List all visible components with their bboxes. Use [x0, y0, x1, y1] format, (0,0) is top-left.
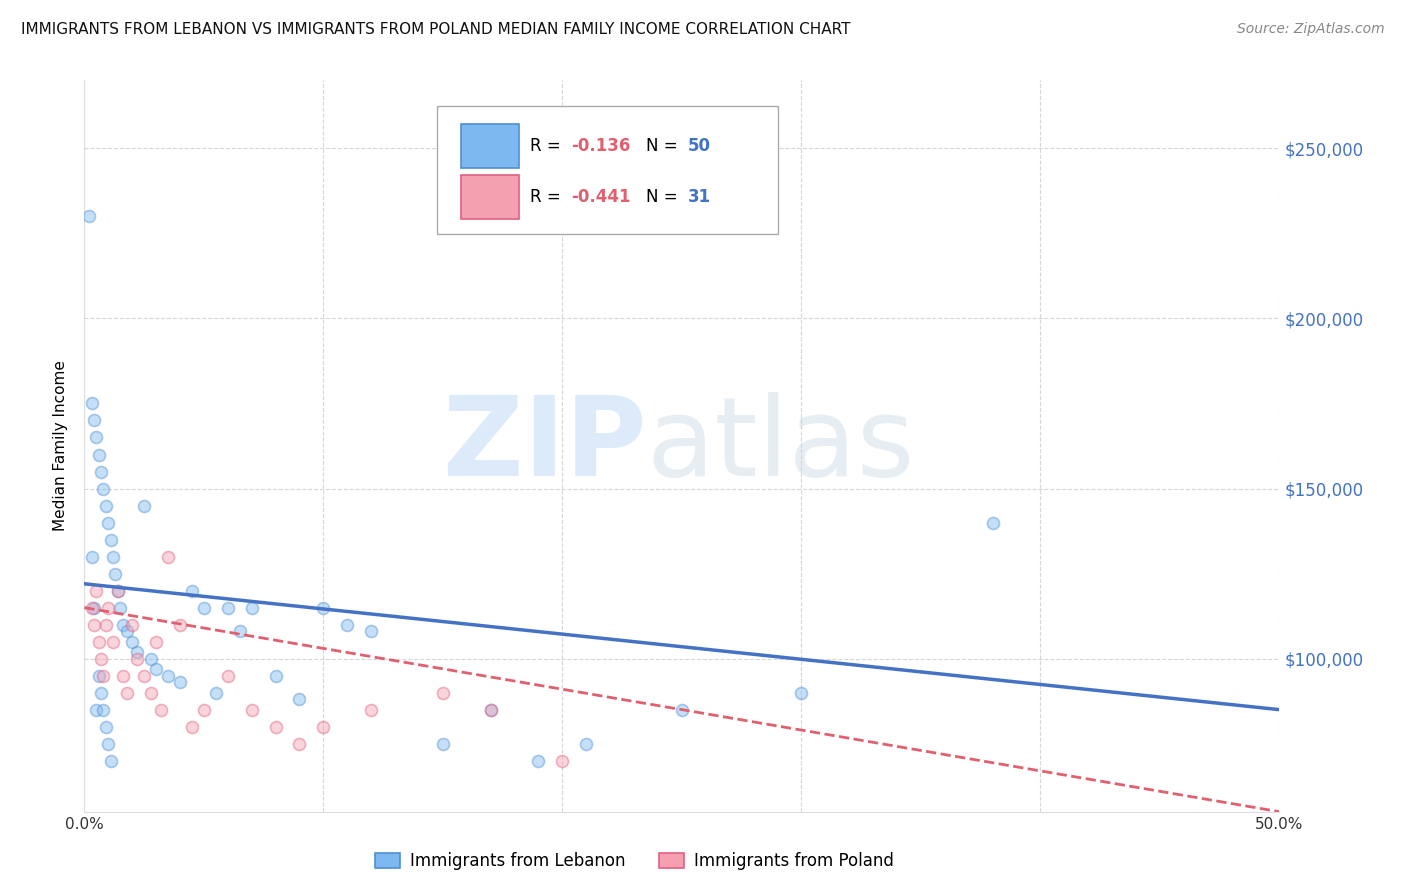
Text: atlas: atlas	[647, 392, 914, 500]
Text: IMMIGRANTS FROM LEBANON VS IMMIGRANTS FROM POLAND MEDIAN FAMILY INCOME CORRELATI: IMMIGRANTS FROM LEBANON VS IMMIGRANTS FR…	[21, 22, 851, 37]
Point	[94, 617, 117, 632]
Point	[121, 634, 143, 648]
Point	[94, 499, 117, 513]
Point	[83, 600, 105, 615]
Point	[432, 737, 454, 751]
Point	[93, 482, 115, 496]
Text: 31: 31	[688, 188, 711, 206]
Point	[94, 720, 117, 734]
Point	[141, 686, 163, 700]
Point	[107, 583, 129, 598]
Point	[551, 754, 574, 768]
Text: 50: 50	[688, 137, 711, 155]
Point	[169, 617, 191, 632]
Point	[132, 668, 156, 682]
Point	[288, 692, 311, 706]
Point	[104, 566, 127, 581]
Text: -0.136: -0.136	[571, 137, 630, 155]
Point	[264, 720, 287, 734]
Point	[217, 668, 239, 682]
Point	[121, 617, 143, 632]
Point	[87, 634, 110, 648]
FancyBboxPatch shape	[437, 106, 778, 234]
Point	[125, 651, 148, 665]
Point	[111, 617, 134, 632]
Text: -0.441: -0.441	[571, 188, 630, 206]
Point	[360, 624, 382, 639]
Point	[240, 703, 263, 717]
Point	[790, 686, 813, 700]
Point	[981, 516, 1004, 530]
Point	[117, 686, 139, 700]
Point	[360, 703, 382, 717]
Point	[181, 720, 204, 734]
Point	[87, 448, 110, 462]
Point	[97, 516, 120, 530]
Point	[169, 675, 191, 690]
Point	[141, 651, 163, 665]
Point	[217, 600, 239, 615]
Point	[125, 645, 148, 659]
Point	[90, 686, 112, 700]
Point	[77, 210, 100, 224]
Point	[80, 396, 103, 410]
Point	[432, 686, 454, 700]
Text: R =: R =	[530, 137, 567, 155]
Point	[101, 549, 124, 564]
Text: N =: N =	[647, 188, 683, 206]
Point	[86, 583, 108, 598]
Point	[110, 600, 132, 615]
Point	[575, 737, 598, 751]
Text: ZIP: ZIP	[443, 392, 647, 500]
Point	[145, 634, 167, 648]
Point	[240, 600, 263, 615]
Point	[93, 703, 115, 717]
Point	[205, 686, 228, 700]
Point	[229, 624, 252, 639]
Point	[181, 583, 204, 598]
Point	[312, 720, 335, 734]
Point	[90, 651, 112, 665]
Point	[288, 737, 311, 751]
FancyBboxPatch shape	[461, 176, 519, 219]
Point	[671, 703, 693, 717]
Point	[193, 703, 215, 717]
Point	[100, 754, 122, 768]
Point	[83, 617, 105, 632]
Point	[101, 634, 124, 648]
Point	[80, 600, 103, 615]
FancyBboxPatch shape	[461, 124, 519, 168]
Text: R =: R =	[530, 188, 567, 206]
Point	[264, 668, 287, 682]
Point	[312, 600, 335, 615]
Point	[193, 600, 215, 615]
Point	[479, 703, 502, 717]
Point	[132, 499, 156, 513]
Point	[87, 668, 110, 682]
Point	[100, 533, 122, 547]
Legend: Immigrants from Lebanon, Immigrants from Poland: Immigrants from Lebanon, Immigrants from…	[368, 846, 900, 877]
Point	[86, 430, 108, 444]
Point	[80, 549, 103, 564]
Point	[479, 703, 502, 717]
Y-axis label: Median Family Income: Median Family Income	[53, 360, 69, 532]
Point	[86, 703, 108, 717]
Point	[97, 600, 120, 615]
Point	[97, 737, 120, 751]
Point	[336, 617, 359, 632]
Point	[145, 662, 167, 676]
Point	[83, 413, 105, 427]
Point	[117, 624, 139, 639]
Text: Source: ZipAtlas.com: Source: ZipAtlas.com	[1237, 22, 1385, 37]
Point	[149, 703, 172, 717]
Point	[90, 465, 112, 479]
Point	[157, 668, 180, 682]
Point	[107, 583, 129, 598]
Point	[157, 549, 180, 564]
Text: N =: N =	[647, 137, 683, 155]
Point	[527, 754, 550, 768]
Point	[111, 668, 134, 682]
Point	[93, 668, 115, 682]
